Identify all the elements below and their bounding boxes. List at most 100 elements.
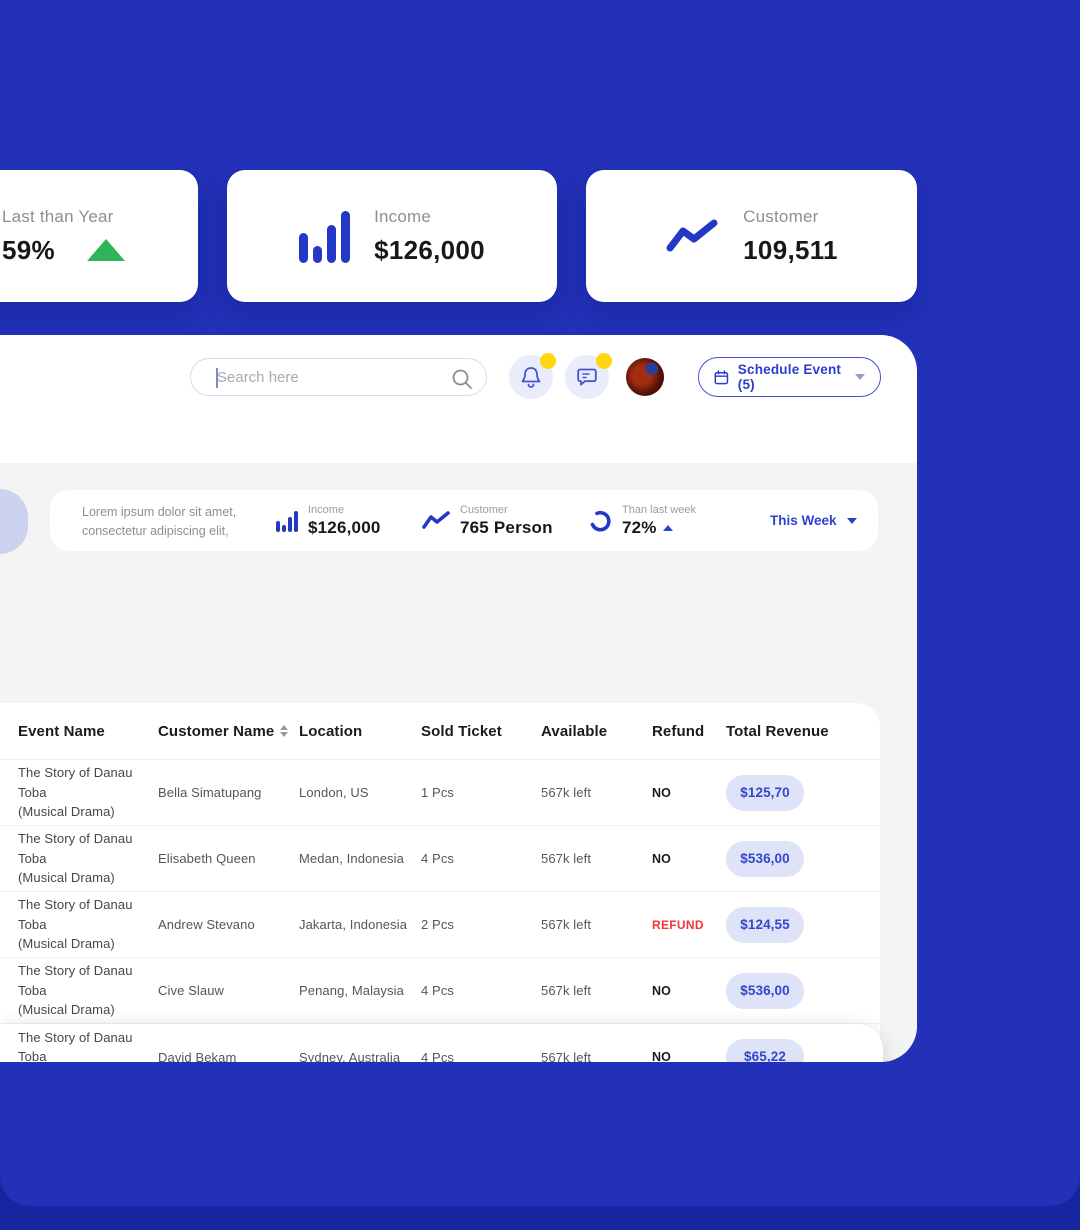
bar-chart-icon [299, 209, 351, 263]
column-header-available[interactable]: Available [541, 722, 608, 740]
total-revenue-cell: $124,55 [726, 906, 880, 943]
stat-value: 59% [2, 234, 55, 265]
sold-ticket-cell: 2 Pcs [421, 917, 455, 932]
revenue-pill[interactable]: $124,55 [726, 906, 804, 943]
main-panel: Schedule Event (5) Lorem ipsum dolor sit… [0, 335, 917, 1062]
customer-name-cell: Cive Slauw [158, 983, 225, 998]
notifications-button[interactable] [509, 353, 556, 399]
refund-cell: NO [652, 1050, 671, 1062]
table-body: The Story of Danau Toba (Musical Drama) … [0, 760, 883, 1062]
bar-chart-icon [276, 510, 298, 532]
sold-ticket-cell: 4 Pcs [421, 851, 455, 866]
sold-ticket-cell: 4 Pcs [421, 983, 455, 998]
revenue-pill[interactable]: $125,70 [726, 774, 804, 811]
line-chart-icon [422, 511, 450, 529]
customer-value: 765 Person [460, 517, 553, 537]
line-chart-icon [666, 219, 718, 252]
customer-label: Customer [460, 503, 508, 516]
available-cell: 567k left [541, 983, 592, 998]
dashboard-section: Lorem ipsum dolor sit amet, consectetur … [0, 463, 917, 1062]
stat-value: $126,000 [374, 234, 485, 265]
total-revenue-cell: $536,00 [726, 840, 880, 877]
triangle-up-icon [662, 524, 673, 531]
chevron-down-icon [855, 374, 865, 380]
period-label: This Week [770, 513, 837, 528]
messages-button[interactable] [565, 353, 612, 399]
revenue-pill[interactable]: $536,00 [726, 972, 804, 1009]
notification-badge [540, 353, 556, 369]
refund-cell: NO [652, 785, 671, 800]
sold-ticket-cell: 1 Pcs [421, 785, 455, 800]
revenue-pill[interactable]: $65,22 [726, 1039, 804, 1062]
event-name-cell: The Story of Danau Toba (Musical Drama) [18, 1029, 133, 1062]
stat-label: Income [374, 206, 432, 226]
total-revenue-cell: $536,00 [726, 972, 880, 1009]
sort-icon[interactable] [280, 725, 289, 737]
column-header-customer-name[interactable]: Customer Name [158, 723, 299, 740]
location-cell: Penang, Malaysia [299, 983, 404, 998]
bell-icon [521, 366, 541, 388]
refund-cell: REFUND [652, 917, 704, 932]
location-cell: Sydney, Australia [299, 1049, 401, 1063]
customer-name-cell: Elisabeth Queen [158, 851, 256, 866]
available-cell: 567k left [541, 785, 592, 800]
event-name-cell: The Story of Danau Toba (Musical Drama) [18, 765, 133, 820]
search-box[interactable] [190, 358, 487, 396]
column-header-total-revenue[interactable]: Total Revenue [726, 722, 829, 740]
total-revenue-cell: $125,70 [726, 774, 880, 811]
column-header-refund[interactable]: Refund [652, 722, 705, 740]
user-avatar[interactable] [626, 358, 664, 396]
events-table: Event Name Customer Name Location Sold T… [0, 703, 883, 1062]
chevron-down-icon [846, 517, 857, 524]
message-badge [596, 353, 612, 369]
calendar-icon [714, 369, 729, 384]
location-cell: Jakarta, Indonesia [299, 917, 408, 932]
period-selector[interactable]: This Week [770, 490, 857, 551]
table-row[interactable]: The Story of Danau Toba (Musical Drama) … [0, 1024, 883, 1062]
schedule-event-button[interactable]: Schedule Event (5) [698, 357, 881, 397]
event-name-cell: The Story of Danau Toba (Musical Drama) [18, 831, 133, 886]
triangle-up-icon [86, 239, 125, 261]
search-input[interactable] [217, 359, 437, 395]
table-row[interactable]: The Story of Danau Toba (Musical Drama) … [0, 892, 880, 958]
summary-description: Lorem ipsum dolor sit amet, consectetur … [82, 505, 237, 538]
table-header-row: Event Name Customer Name Location Sold T… [0, 703, 880, 760]
table-row[interactable]: The Story of Danau Toba (Musical Drama) … [0, 760, 880, 826]
stat-label: Last than Year [2, 206, 114, 226]
column-header-sold-ticket[interactable]: Sold Ticket [421, 722, 502, 740]
week-label: Than last week [622, 503, 696, 516]
location-cell: Medan, Indonesia [299, 851, 404, 866]
sold-ticket-cell: 4 Pcs [421, 1049, 455, 1063]
customer-name-cell: David Bekam [158, 1049, 237, 1063]
total-revenue-cell: $65,22 [726, 1039, 883, 1062]
summary-strip: Lorem ipsum dolor sit amet, consectetur … [50, 490, 878, 551]
schedule-event-label: Schedule Event (5) [737, 362, 842, 392]
stat-card-income: Income $126,000 [227, 170, 557, 302]
column-header-event-name[interactable]: Event Name [18, 722, 105, 740]
search-icon[interactable] [451, 368, 473, 390]
available-cell: 567k left [541, 1049, 592, 1063]
event-name-cell: The Story of Danau Toba (Musical Drama) [18, 897, 133, 952]
income-label: Income [308, 503, 345, 516]
stat-value: 109,511 [743, 234, 838, 265]
customer-name-cell: Bella Simatupang [158, 785, 262, 800]
table-row[interactable]: The Story of Danau Toba (Musical Drama) … [0, 826, 880, 892]
stat-label: Customer [743, 206, 819, 226]
progress-arc-icon [590, 510, 611, 531]
income-value: $126,000 [308, 517, 381, 537]
chat-icon [577, 368, 597, 386]
table-row[interactable]: The Story of Danau Toba (Musical Drama) … [0, 958, 880, 1024]
location-cell: London, US [299, 785, 369, 800]
stat-card-last-than-year: Last than Year 59% [0, 170, 198, 302]
stat-card-customer: Customer 109,511 [586, 170, 917, 302]
available-cell: 567k left [541, 917, 592, 932]
revenue-pill[interactable]: $536,00 [726, 840, 804, 877]
column-header-location[interactable]: Location [299, 722, 363, 740]
event-name-cell: The Story of Danau Toba (Musical Drama) [18, 963, 133, 1018]
refund-cell: NO [652, 983, 671, 998]
available-cell: 567k left [541, 851, 592, 866]
side-tab-handle[interactable] [0, 489, 28, 554]
customer-name-cell: Andrew Stevano [158, 917, 255, 932]
week-value: 72% [622, 517, 657, 537]
refund-cell: NO [652, 851, 671, 866]
